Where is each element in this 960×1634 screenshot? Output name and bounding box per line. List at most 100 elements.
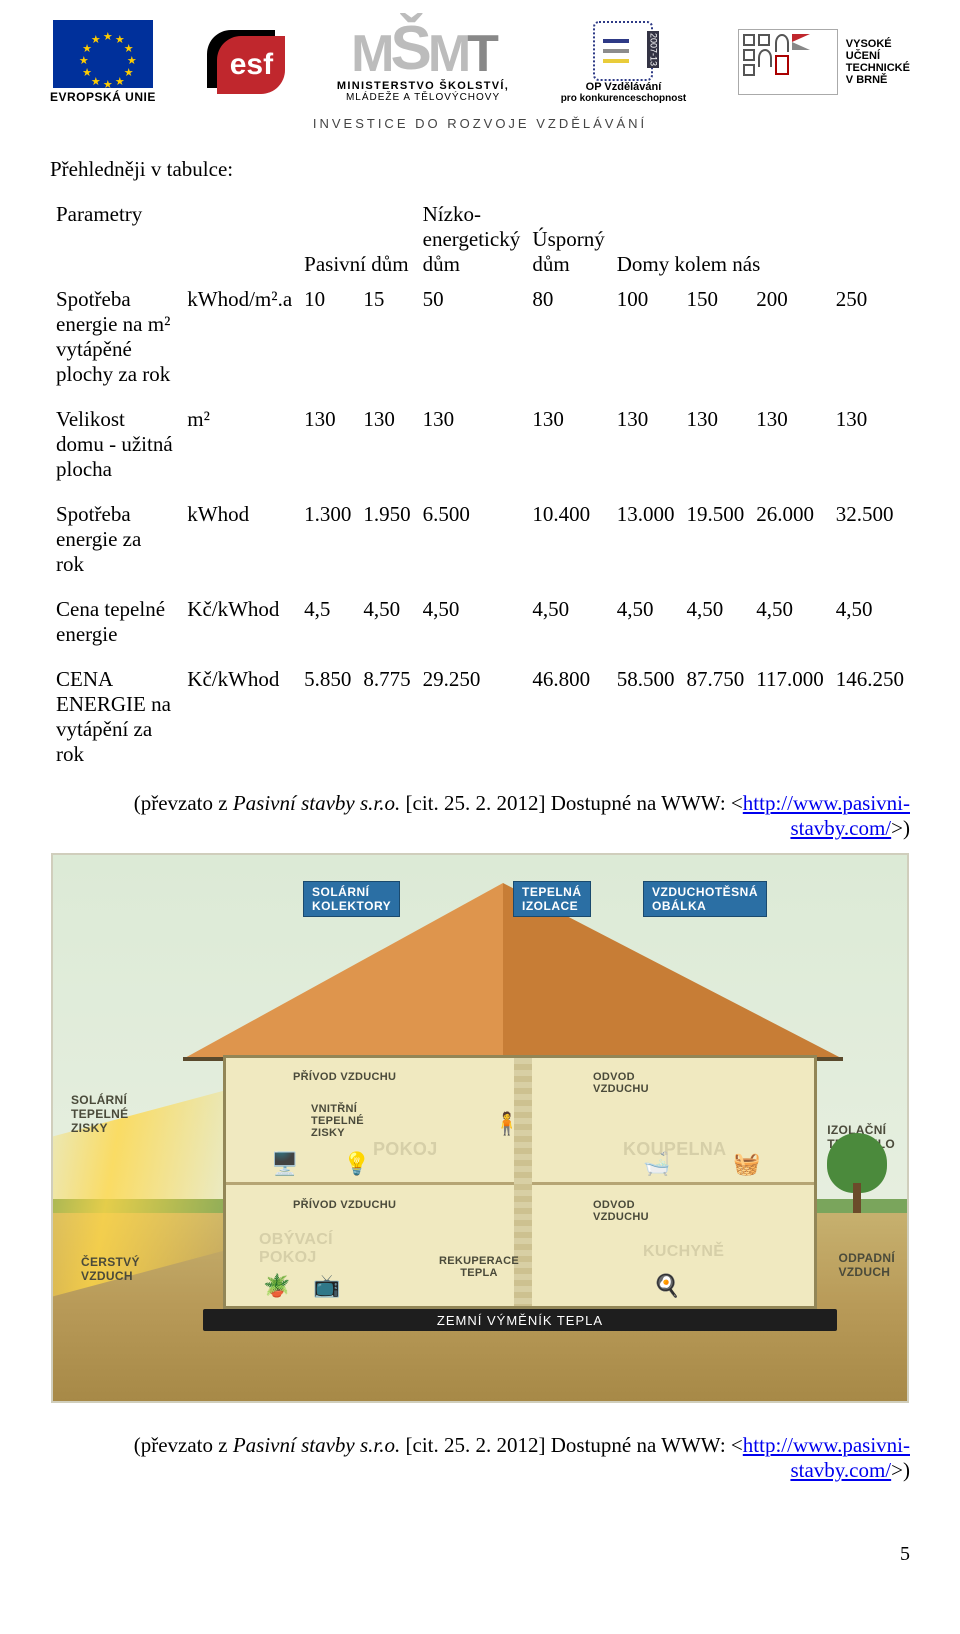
cell: 26.000 (750, 492, 829, 587)
room-kuchyne: KUCHYNĚ (643, 1243, 724, 1261)
table-header-row: Parametry Pasivní dům Nízko- energetický… (50, 202, 910, 277)
table-row: Cena tepelné energie Kč/kWhod 4,5 4,50 4… (50, 587, 910, 657)
cell: 4,5 (298, 587, 357, 657)
opvk-line1: OP Vzdělávání (586, 81, 662, 93)
cell: 200 (750, 277, 829, 397)
cell: 32.500 (830, 492, 910, 587)
cell: 4,50 (681, 587, 751, 657)
cell: 15 (357, 277, 416, 397)
callout-thermal-insulation: TEPELNÁ IZOLACE (513, 881, 591, 917)
bathtub-icon: 🛁 (643, 1151, 670, 1177)
th-parametry: Parametry (50, 202, 181, 277)
cell: 50 (417, 277, 527, 397)
msmt-logo: M Š M T MINISTERSTVO ŠKOLSTVÍ, MLÁDEŽE A… (337, 22, 509, 103)
eu-logo: ★★★★★★★★★★★★ EVROPSKÁ UNIE (50, 20, 156, 104)
cell: 130 (298, 397, 357, 492)
label-fresh-air: ČERSTVÝ VZDUCH (81, 1255, 140, 1283)
citation-2: (převzato z Pasivní stavby s.r.o. [cit. … (50, 1433, 910, 1483)
label-supply-air-1: PŘÍVOD VZDUCHU (293, 1071, 396, 1083)
room-koupelna: KOUPELNA (623, 1139, 726, 1160)
stove-icon: 🍳 (653, 1273, 680, 1299)
row-param: Spotřeba energie na m² vytápěné plochy z… (50, 277, 181, 397)
cell: 4,50 (357, 587, 416, 657)
desk-icon: 🖥️ (271, 1151, 298, 1177)
cell: 130 (611, 397, 681, 492)
esf-icon: esf (207, 30, 285, 94)
msmt-line2: MLÁDEŽE A TĚLOVÝCHOVY (346, 92, 500, 103)
cell: 58.500 (611, 657, 681, 777)
cell: 4,50 (417, 587, 527, 657)
cell: 6.500 (417, 492, 527, 587)
invest-tagline: INVESTICE DO ROZVOJE VZDĚLÁVÁNÍ (50, 116, 910, 131)
plant-icon: 🪴 (263, 1273, 290, 1299)
msmt-icon: M Š M T (351, 22, 495, 80)
cell: 130 (830, 397, 910, 492)
row-param: Cena tepelné energie (50, 587, 181, 657)
cell: 130 (357, 397, 416, 492)
cell: 8.775 (357, 657, 416, 777)
table-row: Velikost domu - užitná plocha m² 130 130… (50, 397, 910, 492)
label-extract-air-2: ODVOD VZDUCHU (593, 1199, 649, 1223)
cell: 130 (526, 397, 610, 492)
person-icon: 🧍 (493, 1111, 520, 1137)
parameters-table: Parametry Pasivní dům Nízko- energetický… (50, 202, 910, 777)
label-heat-recovery: REKUPERACE TEPLA (439, 1255, 519, 1279)
th-usporny: Úsporný dům (526, 202, 610, 277)
cell: 1.950 (357, 492, 416, 587)
cell: 117.000 (750, 657, 829, 777)
row-unit: kWhod (181, 492, 298, 587)
cell: 100 (611, 277, 681, 397)
passive-house-diagram: ZEMNÍ VÝMĚNÍK TEPLA SOLÁRNÍ KOLEKTORY TE… (51, 853, 909, 1403)
cell: 13.000 (611, 492, 681, 587)
label-internal-gains: VNITŘNÍ TEPELNÉ ZISKY (311, 1103, 364, 1139)
opvk-logo: 2007-13 OP Vzdělávání pro konkurencescho… (561, 21, 687, 104)
room-obyvaci: OBÝVACÍ POKOJ (259, 1231, 333, 1267)
lamp-icon: 💡 (343, 1151, 370, 1177)
citation-link[interactable]: http://www.pasivni-stavby.com/ (743, 1433, 910, 1482)
cell: 4,50 (830, 587, 910, 657)
row-param: Velikost domu - užitná plocha (50, 397, 181, 492)
room-pokoj: POKOJ (373, 1139, 438, 1160)
row-unit: kWhod/m².a (181, 277, 298, 397)
cell: 87.750 (681, 657, 751, 777)
callout-solar-collectors: SOLÁRNÍ KOLEKTORY (303, 881, 400, 917)
citation-1: (převzato z Pasivní stavby s.r.o. [cit. … (50, 791, 910, 841)
cell: 10 (298, 277, 357, 397)
tv-icon: 📺 (313, 1273, 340, 1299)
th-nizko: Nízko- energetický dům (417, 202, 527, 277)
cell: 250 (830, 277, 910, 397)
cell: 10.400 (526, 492, 610, 587)
cell: 130 (750, 397, 829, 492)
vut-text: VYSOKÉ UČENÍ TECHNICKÉ V BRNĚ (846, 38, 910, 86)
msmt-line1: MINISTERSTVO ŠKOLSTVÍ, (337, 80, 509, 92)
th-pasivni: Pasivní dům (298, 202, 417, 277)
row-unit: Kč/kWhod (181, 587, 298, 657)
opvk-line2: pro konkurenceschopnost (561, 93, 687, 104)
table-row: CENA ENERGIE na vytápění za rok Kč/kWhod… (50, 657, 910, 777)
th-domy: Domy kolem nás (611, 202, 910, 277)
eu-flag-icon: ★★★★★★★★★★★★ (53, 20, 153, 88)
washer-icon: 🧺 (733, 1151, 760, 1177)
label-solar-gains: SOLÁRNÍ TEPELNÉ ZISKY (71, 1093, 128, 1135)
cell: 19.500 (681, 492, 751, 587)
vut-logo: VYSOKÉ UČENÍ TECHNICKÉ V BRNĚ (738, 29, 910, 95)
table-row: Spotřeba energie na m² vytápěné plochy z… (50, 277, 910, 397)
row-param: Spotřeba energie za rok (50, 492, 181, 587)
row-param: CENA ENERGIE na vytápění za rok (50, 657, 181, 777)
eu-label: EVROPSKÁ UNIE (50, 90, 156, 104)
table-row: Spotřeba energie za rok kWhod 1.300 1.95… (50, 492, 910, 587)
cell: 46.800 (526, 657, 610, 777)
cell: 29.250 (417, 657, 527, 777)
label-extract-air-1: ODVOD VZDUCHU (593, 1071, 649, 1095)
opvk-icon: 2007-13 (593, 21, 653, 81)
cell: 4,50 (526, 587, 610, 657)
page-number: 5 (50, 1543, 910, 1566)
logo-strip: ★★★★★★★★★★★★ EVROPSKÁ UNIE esf M Š M T M… (50, 20, 910, 110)
tree-icon (827, 1133, 887, 1213)
citation-link[interactable]: http://www.pasivni-stavby.com/ (743, 791, 910, 840)
cell: 80 (526, 277, 610, 397)
cell: 150 (681, 277, 751, 397)
cell: 146.250 (830, 657, 910, 777)
section-title: Přehledněji v tabulce: (50, 157, 910, 182)
esf-logo: esf (207, 30, 285, 94)
